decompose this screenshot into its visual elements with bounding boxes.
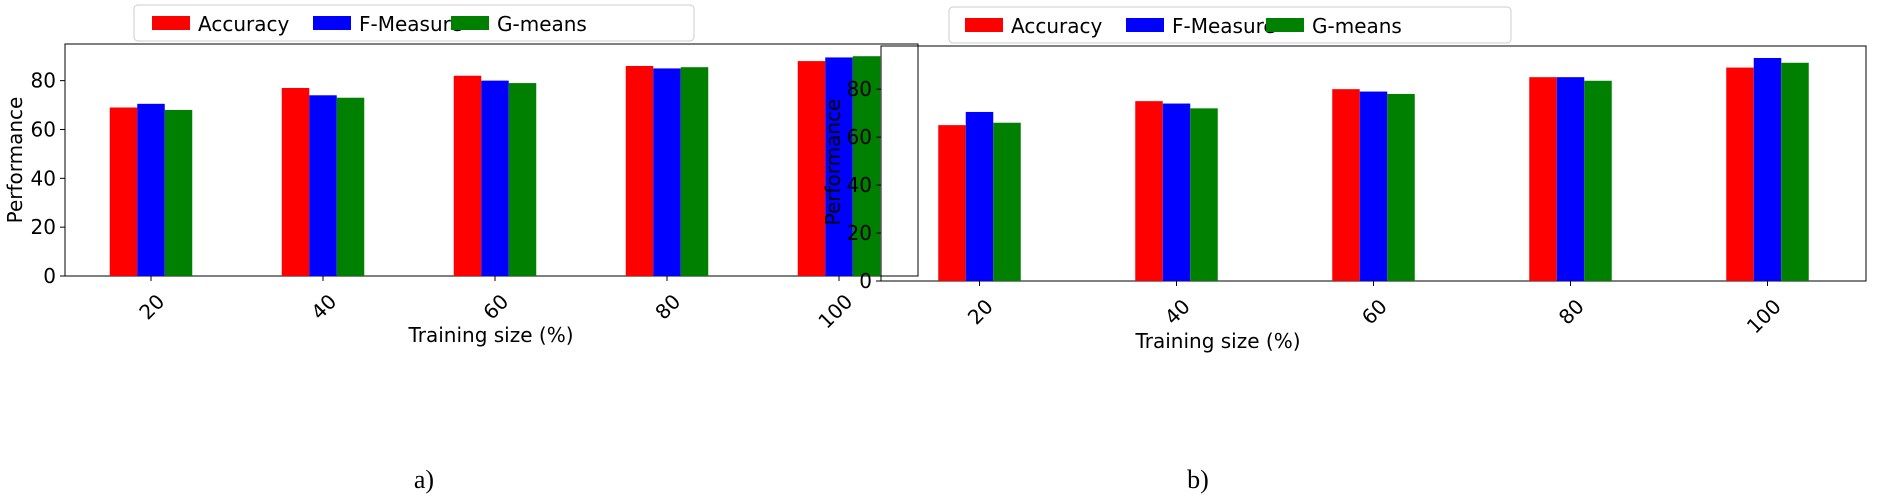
bar-a-accuracy-40 (281, 87, 310, 277)
x-tick-label-b-20: 20 (963, 294, 998, 329)
bar-b-accuracy-20 (938, 125, 966, 281)
legend-label-a-f-measure: F-Measure (359, 12, 463, 36)
x-axis-label-a: Training size (%) (407, 323, 573, 347)
bar-b-g-means-100 (1781, 62, 1809, 282)
y-axis-label-a: Performance (3, 97, 27, 224)
x-tick-label-a-60: 60 (478, 289, 513, 324)
bar-a-f-measure-60 (481, 80, 509, 276)
bar-b-g-means-60 (1387, 93, 1415, 281)
bar-b-accuracy-60 (1332, 89, 1360, 281)
bar-b-g-means-80 (1584, 80, 1612, 281)
x-tick-label-a-100: 100 (813, 289, 857, 333)
x-tick-label-a-20: 20 (134, 289, 169, 324)
bar-a-accuracy-60 (453, 75, 482, 276)
y-tick-label-b-60: 60 (847, 125, 872, 149)
y-tick-label-a-20: 20 (31, 215, 56, 239)
bar-a-accuracy-80 (625, 65, 654, 277)
bar-a-g-means-80 (680, 67, 709, 276)
x-tick-label-b-60: 60 (1357, 294, 1392, 329)
legend-b: Accuracy F-Measure G-means (948, 6, 1512, 44)
bar-b-f-measure-40 (1162, 103, 1191, 281)
bar-a-f-measure-40 (309, 95, 337, 276)
y-tick-label-b-20: 20 (847, 221, 872, 245)
bar-b-g-means-20 (993, 122, 1021, 281)
chart-b: 0 20 40 60 80 20 40 60 80 100 Performance Traini… (821, 6, 1867, 494)
y-tick-label-a-0: 0 (43, 264, 56, 288)
legend-swatch-b-f-measure (1126, 18, 1164, 32)
bar-a-accuracy-20 (109, 107, 138, 276)
y-tick-label-b-0: 0 (859, 269, 872, 293)
chart-a: 0 20 40 60 80 20 40 60 80 100 Performance Traini… (3, 4, 919, 494)
legend-a: Accuracy F-Measure G-means (133, 4, 695, 42)
y-tick-label-a-80: 80 (31, 69, 56, 93)
bar-b-f-measure-80 (1556, 77, 1585, 282)
bar-b-f-measure-60 (1359, 91, 1388, 282)
bar-b-f-measure-100 (1753, 57, 1782, 282)
legend-swatch-a-accuracy (152, 16, 190, 30)
bar-a-g-means-40 (336, 97, 365, 276)
bar-b-accuracy-80 (1529, 77, 1557, 282)
bar-b-f-measure-20 (965, 111, 994, 281)
legend-swatch-a-g-means (451, 16, 489, 30)
bar-a-f-measure-20 (137, 103, 165, 277)
y-axis-label-b: Performance (821, 99, 845, 226)
bar-b-accuracy-40 (1135, 101, 1163, 281)
legend-swatch-b-g-means (1266, 18, 1304, 32)
legend-swatch-a-f-measure (313, 16, 351, 30)
x-axis-label-b: Training size (%) (1134, 329, 1300, 353)
caption-a: a) (414, 465, 434, 494)
legend-label-a-g-means: G-means (497, 12, 587, 36)
x-tick-label-a-80: 80 (650, 289, 685, 324)
legend-label-a-accuracy: Accuracy (198, 12, 289, 36)
bar-b-g-means-40 (1190, 108, 1218, 281)
caption-b: b) (1187, 465, 1209, 494)
legend-frame-a (133, 4, 695, 42)
legend-label-b-g-means: G-means (1312, 14, 1402, 38)
y-tick-label-a-60: 60 (31, 117, 56, 141)
legend-swatch-b-accuracy (965, 18, 1003, 32)
bar-a-f-measure-80 (653, 68, 681, 276)
bar-b-accuracy-100 (1726, 67, 1754, 281)
bar-a-accuracy-100 (797, 61, 826, 276)
y-tick-label-b-80: 80 (847, 77, 872, 101)
bar-a-g-means-100 (852, 56, 881, 276)
bar-a-g-means-20 (164, 109, 193, 276)
bar-a-f-measure-100 (825, 57, 853, 276)
legend-label-b-accuracy: Accuracy (1011, 14, 1102, 38)
x-tick-label-b-80: 80 (1554, 294, 1589, 329)
legend-label-b-f-measure: F-Measure (1172, 14, 1276, 38)
x-tick-label-a-40: 40 (306, 289, 341, 324)
legend-frame-b (948, 6, 1512, 44)
y-tick-label-a-40: 40 (31, 166, 56, 190)
x-tick-label-b-40: 40 (1160, 294, 1195, 329)
bar-a-g-means-60 (508, 83, 537, 276)
y-tick-label-b-40: 40 (847, 173, 872, 197)
x-tick-label-b-100: 100 (1742, 294, 1786, 338)
